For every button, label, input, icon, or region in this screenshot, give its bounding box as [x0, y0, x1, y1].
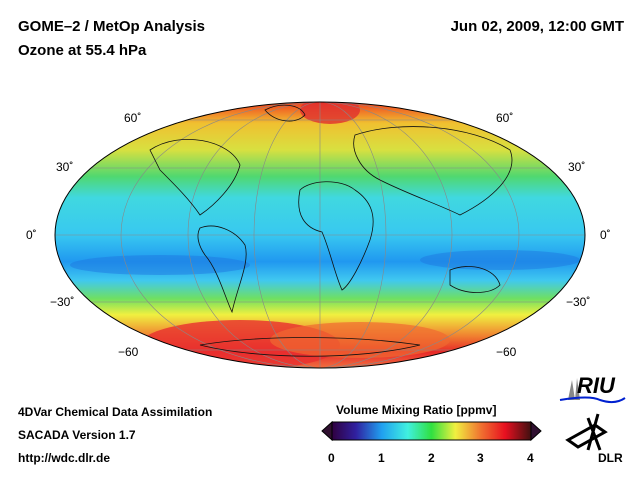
colorbar-tick-2: 2: [428, 451, 435, 465]
lat-label-left-m60: −60: [118, 345, 139, 359]
dlr-logo-text: DLR: [598, 451, 623, 465]
lat-label-right-m60: −60: [496, 345, 517, 359]
footer-line2: SACADA Version 1.7: [18, 428, 136, 442]
lat-label-left-0: 0˚: [26, 228, 37, 242]
lat-label-left-60: 60˚: [124, 111, 142, 125]
lat-label-right-30: 30˚: [568, 160, 586, 174]
graticule: [55, 102, 585, 368]
colorbar-tick-4: 4: [527, 451, 534, 465]
lat-label-left-30: 30˚: [56, 160, 74, 174]
colorbar: [321, 420, 542, 442]
map-border: [54, 101, 586, 369]
datetime: Jun 02, 2009, 12:00 GMT: [450, 18, 624, 35]
colorbar-tick-3: 3: [477, 451, 484, 465]
coastlines: [149, 104, 513, 357]
lat-label-left-m30: −30˚: [50, 295, 75, 309]
subtitle: Ozone at 55.4 hPa: [18, 42, 147, 59]
lat-label-right-m30: −30˚: [566, 295, 591, 309]
colorbar-tick-1: 1: [378, 451, 385, 465]
title: GOME–2 / MetOp Analysis: [18, 18, 205, 35]
lat-label-right-60: 60˚: [496, 111, 514, 125]
colorbar-tick-0: 0: [328, 451, 335, 465]
riu-logo-text: RIU: [577, 373, 615, 398]
dlr-logo: [565, 413, 608, 451]
colorbar-title: Volume Mixing Ratio [ppmv]: [336, 403, 497, 417]
footer-url[interactable]: http://wdc.dlr.de: [18, 451, 110, 465]
footer-line1: 4DVar Chemical Data Assimilation: [18, 405, 213, 419]
lat-label-right-0: 0˚: [600, 228, 611, 242]
riu-logo: [559, 378, 626, 404]
